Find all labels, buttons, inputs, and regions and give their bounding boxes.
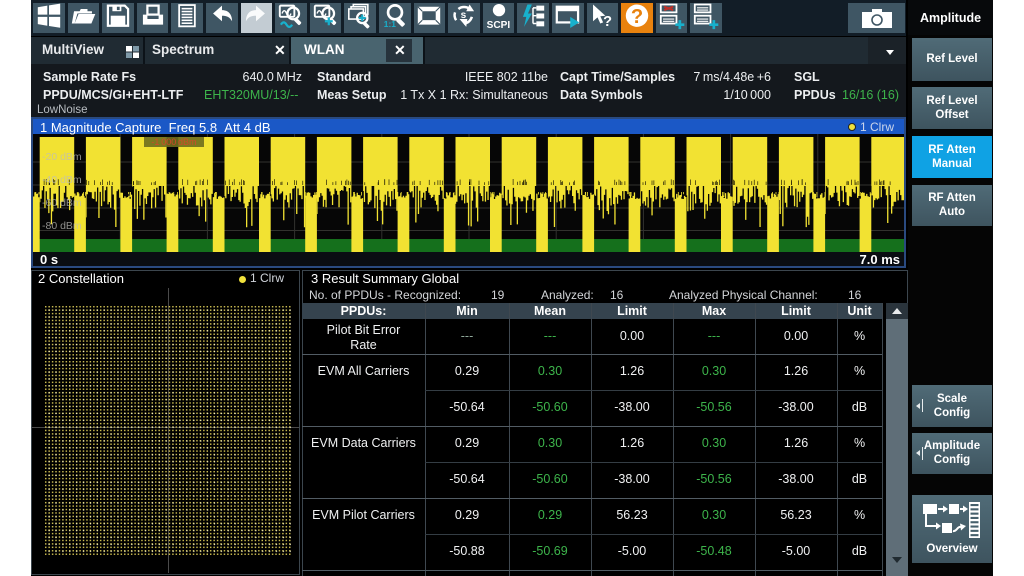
svg-text:?: ?	[631, 5, 643, 27]
svg-text:?: ?	[604, 13, 613, 28]
svg-text:s: s	[461, 9, 467, 20]
svg-text:1:1: 1:1	[384, 18, 396, 28]
svg-text:SCPI: SCPI	[486, 20, 510, 30]
